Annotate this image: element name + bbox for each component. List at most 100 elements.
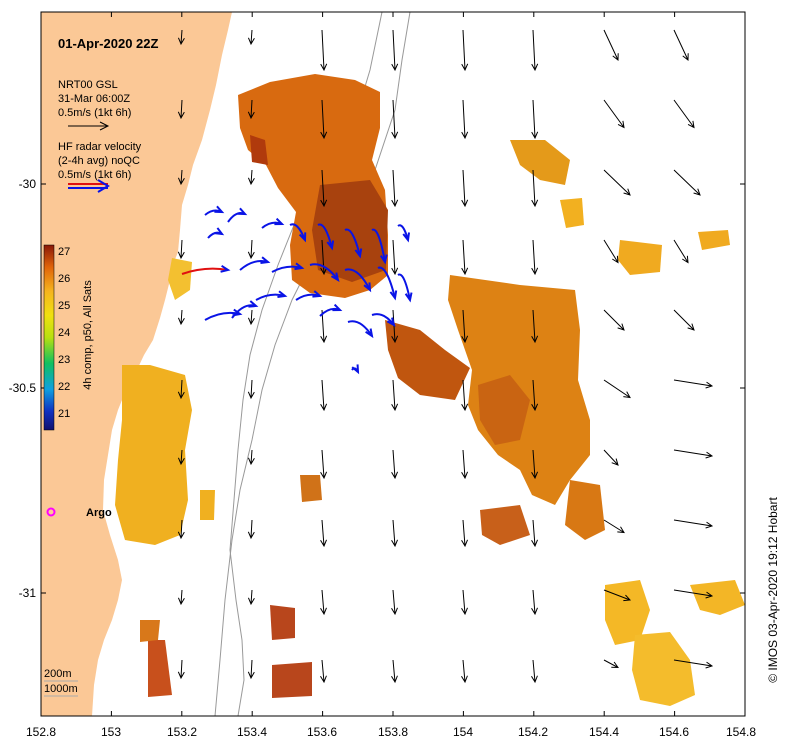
sst-patch-se2 [632,632,695,706]
radar-arrow [181,267,229,275]
sst-patch-sw4 [140,620,160,642]
radar-arrow [309,263,339,281]
colorbar-tick: 21 [58,408,70,420]
credit-text: © IMOS 03-Apr-2020 19:12 Hobart [766,497,780,683]
model-legend-time: 31-Mar 06:00Z [58,93,130,105]
y-tick-label: -30 [19,177,37,191]
depth-legend-1000m: 1000m [44,683,78,695]
radar-arrowhead [298,232,307,243]
sst-patch-sw1 [148,640,172,697]
model-arrow [320,449,328,480]
sst-patch-se [605,580,650,645]
model-arrow [461,519,468,548]
model-arrow [391,29,399,72]
model-arrow [673,99,695,129]
sst-patch-sw3 [272,662,312,698]
contour-1000m [214,12,411,716]
model-arrow [531,169,539,208]
radar-arrowhead [402,232,411,243]
colorbar-tick: 22 [58,381,70,393]
radar-arrowhead [365,328,374,339]
radar-arrowhead [354,248,363,259]
model-arrow [247,449,255,466]
model-arrow [391,449,399,480]
model-arrow [603,99,625,129]
model-arrow [391,99,399,140]
model-arrow [177,29,185,46]
model-arrow [391,169,399,208]
model-arrow [531,379,539,412]
x-tick-label: 153.4 [237,725,267,739]
x-tick-label: 153.6 [307,725,337,739]
radar-arrowhead [326,240,335,251]
model-arrow [461,99,469,140]
model-arrow [461,589,468,616]
model-arrow [320,379,328,412]
model-arrow [320,309,328,344]
model-arrow [461,239,469,276]
model-arrow [247,29,255,46]
x-axis: 152.8 153 153.2 153.4 153.6 153.8 154 15… [26,725,756,739]
radar-arrow [377,266,396,299]
model-arrow [603,239,619,264]
model-arrow [320,519,327,548]
model-arrow [603,589,632,602]
y-tick-label: -30.5 [9,381,37,395]
x-tick-label: 154.4 [589,725,619,739]
model-arrow [603,519,625,534]
colorbar: 27 26 25 24 23 22 21 4h comp, p50, All S… [43,244,94,431]
colorbar-tick: 25 [58,300,70,312]
sst-patch-ne3 [618,240,662,275]
sst-patch-ne [510,140,570,185]
model-arrow [320,589,327,616]
radar-arrowhead [277,290,288,299]
radar-arrowhead [379,254,388,265]
x-tick-label: 153.8 [378,725,408,739]
radar-arrow [371,228,386,263]
model-arrow [320,239,328,276]
radar-arrow [397,224,409,241]
model-arrow [461,379,469,412]
model-arrow [603,309,625,331]
model-arrow [177,449,185,466]
model-arrow [531,449,539,480]
radar-arrowhead [389,290,398,301]
sst-patch-east-hot [478,375,530,445]
model-arrow [177,239,185,260]
sst-patch-south2 [480,505,530,545]
argo-label: Argo [86,507,112,519]
radar-arrowhead [363,282,372,293]
sst-patch-north-hot [250,135,268,165]
model-arrow [247,519,255,540]
model-arrow [391,659,398,684]
model-arrow [673,659,714,669]
colorbar-tick: 23 [58,354,70,366]
y-tick-label: -31 [19,586,37,600]
colorbar-tick: 27 [58,246,70,258]
model-arrow [177,309,185,326]
argo-icon [46,507,56,517]
radar-arrowhead [274,217,285,226]
radar-arrowhead [214,205,225,214]
model-arrow [673,449,714,459]
model-arrow [603,379,631,399]
colorbar-tick: 24 [58,327,70,339]
model-arrow [673,589,714,599]
radar-vectors [181,205,413,375]
model-arrow [177,589,185,606]
axis-ticks [40,12,746,716]
model-arrow [391,379,399,412]
model-arrow [320,659,327,684]
model-arrow [177,379,185,400]
model-arrow [177,169,185,186]
model-arrow [531,589,538,616]
radar-arrow [344,228,361,257]
model-arrow [531,519,538,548]
sst-layer [115,74,745,706]
model-arrow [320,99,328,140]
radar-legend-avg: (2-4h avg) noQC [58,155,140,167]
x-tick-label: 154.6 [659,725,689,739]
model-vectors [177,29,714,684]
